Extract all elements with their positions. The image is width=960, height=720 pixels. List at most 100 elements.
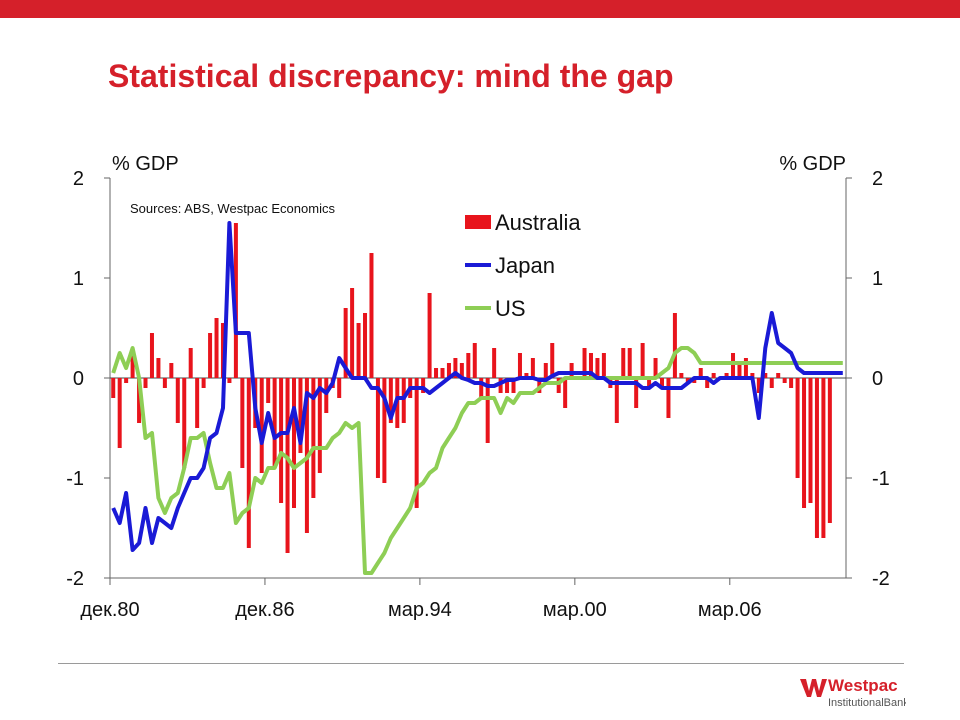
australia-bar [601, 353, 606, 378]
source-note: Sources: ABS, Westpac Economics [130, 201, 335, 216]
australia-bar [317, 378, 322, 473]
australia-bar [195, 378, 200, 428]
australia-bar [182, 378, 187, 468]
x-tick-label: мар.00 [543, 599, 607, 621]
australia-bar [124, 378, 129, 383]
australia-bar [588, 353, 593, 378]
left-y-tick-label: 1 [73, 268, 84, 290]
australia-bar [401, 378, 406, 423]
australia-bar [350, 288, 355, 378]
australia-bar [201, 378, 206, 388]
australia-bar [137, 378, 142, 423]
australia-bar [595, 358, 600, 378]
australia-bar [821, 378, 826, 538]
australia-bar [472, 343, 477, 378]
left-y-tick-label: -1 [66, 468, 84, 490]
left-y-tick-label: -2 [66, 568, 84, 590]
australia-bar [208, 333, 213, 378]
australia-bar [724, 373, 729, 378]
australia-bar [666, 378, 671, 418]
australia-bar [324, 378, 329, 413]
australia-bar [795, 378, 800, 478]
australia-bar [466, 353, 471, 378]
left-y-tick-label: 0 [73, 368, 84, 390]
right-axis-label: % GDP [779, 153, 846, 175]
australia-bar [434, 368, 439, 378]
australia-bar [130, 353, 135, 378]
australia-bar [298, 378, 303, 453]
right-y-tick-label: -1 [872, 468, 890, 490]
australia-bar [259, 378, 264, 473]
australia-bar [388, 378, 393, 423]
left-y-tick-label: 2 [73, 168, 84, 190]
legend-label-australia: Australia [495, 210, 581, 235]
footer-divider [58, 663, 904, 664]
australia-bar [517, 353, 522, 378]
australia-bar [756, 378, 761, 393]
australia-bar [524, 373, 529, 378]
australia-bar [246, 378, 251, 548]
australia-bar [149, 333, 154, 378]
australia-bar [789, 378, 794, 388]
legend-label-japan: Japan [495, 253, 555, 278]
australia-bar [343, 308, 348, 378]
australia-bar [459, 363, 464, 378]
australia-bar [227, 378, 232, 383]
australia-bar [711, 373, 716, 378]
australia-bar [634, 378, 639, 408]
australia-bar [769, 378, 774, 388]
australia-bar [511, 378, 516, 393]
australia-bar [356, 323, 361, 378]
slide-title: Statistical discrepancy: mind the gap [108, 58, 674, 94]
australia-bar [782, 378, 787, 383]
australia-bar [421, 378, 426, 393]
chart-labels: 2 2 1 1 0 0 -1 -1 -2 -2 дек.80 дек.86 мар.94 мар.00 ма… [66, 153, 890, 621]
australia-bar [492, 348, 497, 378]
australia-bar [156, 358, 161, 378]
australia-bar [498, 378, 503, 393]
australia-bar [679, 373, 684, 378]
australia-bar [614, 378, 619, 423]
us-line [111, 346, 843, 575]
australia-bar [188, 348, 193, 378]
australia-bar [698, 368, 703, 378]
australia-bar [485, 378, 490, 443]
australia-bar [162, 378, 167, 388]
australia-bar [505, 378, 510, 393]
australia-bar [543, 363, 548, 378]
legend-label-us: US [495, 296, 526, 321]
australia-bar [621, 348, 626, 378]
legend-swatch-australia [465, 215, 491, 229]
australia-bar [169, 363, 174, 378]
left-axis-label: % GDP [112, 153, 179, 175]
top-accent-bar [0, 0, 960, 18]
australia-bar [337, 378, 342, 398]
australia-bar [569, 363, 574, 378]
westpac-logo: Westpac InstitutionalBank [800, 676, 906, 709]
right-y-tick-label: 1 [872, 268, 883, 290]
japan-line [111, 221, 843, 552]
legend: Australia Japan US [465, 210, 581, 321]
chart-lines [111, 221, 843, 575]
australia-bar [582, 348, 587, 378]
australia-bar [111, 378, 116, 398]
australia-bar [311, 378, 316, 498]
right-y-tick-label: 2 [872, 168, 883, 190]
australia-bar [705, 378, 710, 388]
australia-bar [750, 373, 755, 378]
australia-bar [414, 378, 419, 508]
australia-bar [776, 373, 781, 378]
australia-bar [802, 378, 807, 508]
australia-bar [640, 343, 645, 378]
right-y-tick-label: -2 [872, 568, 890, 590]
australia-bar [291, 378, 297, 508]
chart-axes [104, 177, 852, 585]
x-tick-label: мар.94 [388, 599, 452, 621]
australia-bar [659, 378, 665, 388]
australia-bar [672, 313, 677, 378]
australia-bar [440, 368, 445, 378]
logo-subtitle: InstitutionalBank [828, 697, 906, 709]
australia-bar [453, 358, 458, 378]
australia-bar [285, 378, 290, 553]
